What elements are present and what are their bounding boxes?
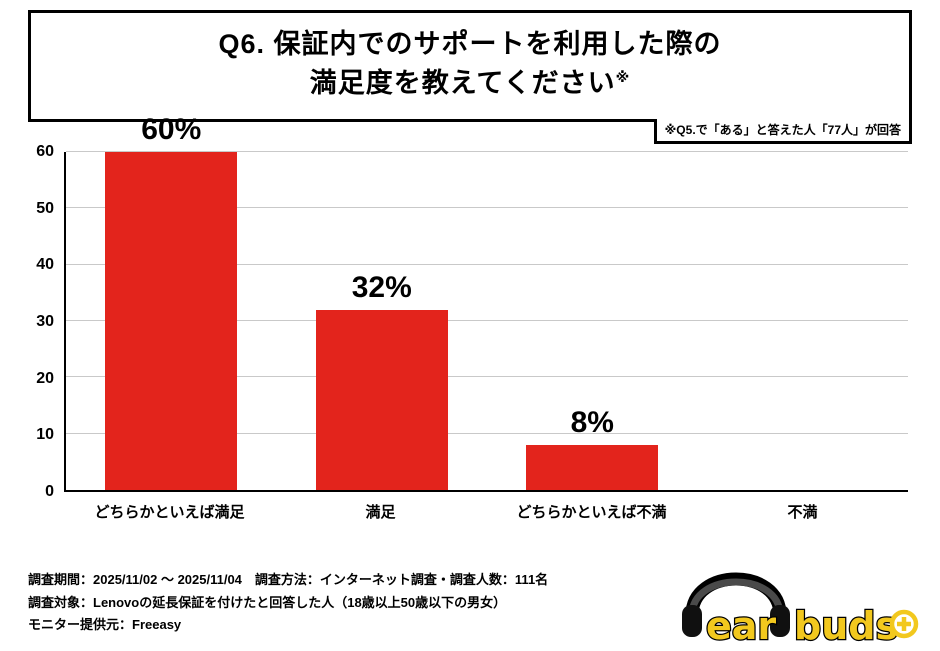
survey-period-line: 調査期間：2025/11/02 ～ 2025/11/04 調査方法：インターネッ… (28, 571, 549, 587)
y-tick-label: 10 (36, 426, 54, 444)
title-footnote-mark: ※ (615, 69, 631, 86)
plot-area: 60% 32% 8% (64, 113, 909, 492)
survey-target-line: 調査対象：Lenovoの延長保証を付けたと回答した人（18歳以上50歳以下の男女… (28, 594, 507, 610)
bar-value-label: 32% (351, 270, 412, 304)
chart-footnote: ※Q5.で「ある」と答えた人「77人」が回答 (653, 119, 912, 145)
page-title-line1: Q6. 保証内でのサポートを利用した際の (218, 29, 722, 59)
y-tick-label: 60 (36, 143, 54, 160)
gridline (66, 432, 908, 434)
bar-3 (526, 444, 659, 490)
bar-value-label: 8% (570, 405, 614, 439)
bar-1 (105, 152, 238, 490)
chart-title-box: Q6. 保証内でのサポートを利用した際の 満足度を教えてください※ ※Q5.で「… (28, 10, 912, 145)
headphone-left-cup-icon (682, 605, 702, 637)
x-axis-category-label: どちらかといえば不満 (516, 504, 667, 521)
gridline (66, 151, 908, 152)
bar-2 (315, 309, 448, 490)
bars-container: 60% 32% 8% (66, 113, 909, 490)
y-tick-label: 50 (36, 199, 54, 217)
gridline (66, 376, 908, 378)
bar-slot: 8% (487, 152, 698, 490)
bar-chart: 0 10 20 30 40 50 60 60% 32% 8% どちらかといえば満足 満足 どちらかと… (22, 113, 909, 524)
logo: ear buds (676, 549, 924, 645)
gridline (66, 320, 908, 321)
y-tick-label: 20 (36, 369, 54, 387)
logo-word-ear: ear (706, 604, 776, 645)
x-axis-category-label: 不満 (787, 504, 818, 521)
plus-icon (897, 617, 911, 631)
y-tick-label: 0 (45, 483, 54, 500)
survey-info: 調査期間：2025/11/02 ～ 2025/11/04 調査方法：インターネッ… (28, 569, 548, 637)
bar-slot: 60% (66, 113, 277, 490)
bar-slot (698, 152, 909, 490)
headphone-band-icon (688, 578, 784, 616)
y-tick-label: 40 (36, 256, 54, 274)
page-title-line2-text: 満足度を教えてください (309, 68, 616, 99)
gridline (66, 207, 908, 209)
page-title-line2: 満足度を教えてください※ (41, 64, 899, 103)
survey-monitor-line: モニター提供元：Freeasy (28, 617, 182, 633)
gridline (66, 263, 908, 265)
headphone-right-cup-icon (770, 605, 790, 637)
x-axis-category-label: 満足 (365, 504, 396, 521)
x-axis-category-label: どちらかといえば満足 (94, 504, 245, 521)
x-axis-labels: どちらかといえば満足 満足 どちらかといえば不満 不満 (64, 492, 908, 524)
logo-word-buds: buds (794, 604, 898, 645)
earbuds-logo-graphic: ear buds (682, 572, 919, 645)
y-tick-label: 30 (36, 313, 54, 330)
bar-slot: 32% (277, 152, 488, 490)
y-axis: 0 10 20 30 40 50 60 (22, 143, 62, 500)
bar-value-label: 60% (141, 113, 202, 146)
